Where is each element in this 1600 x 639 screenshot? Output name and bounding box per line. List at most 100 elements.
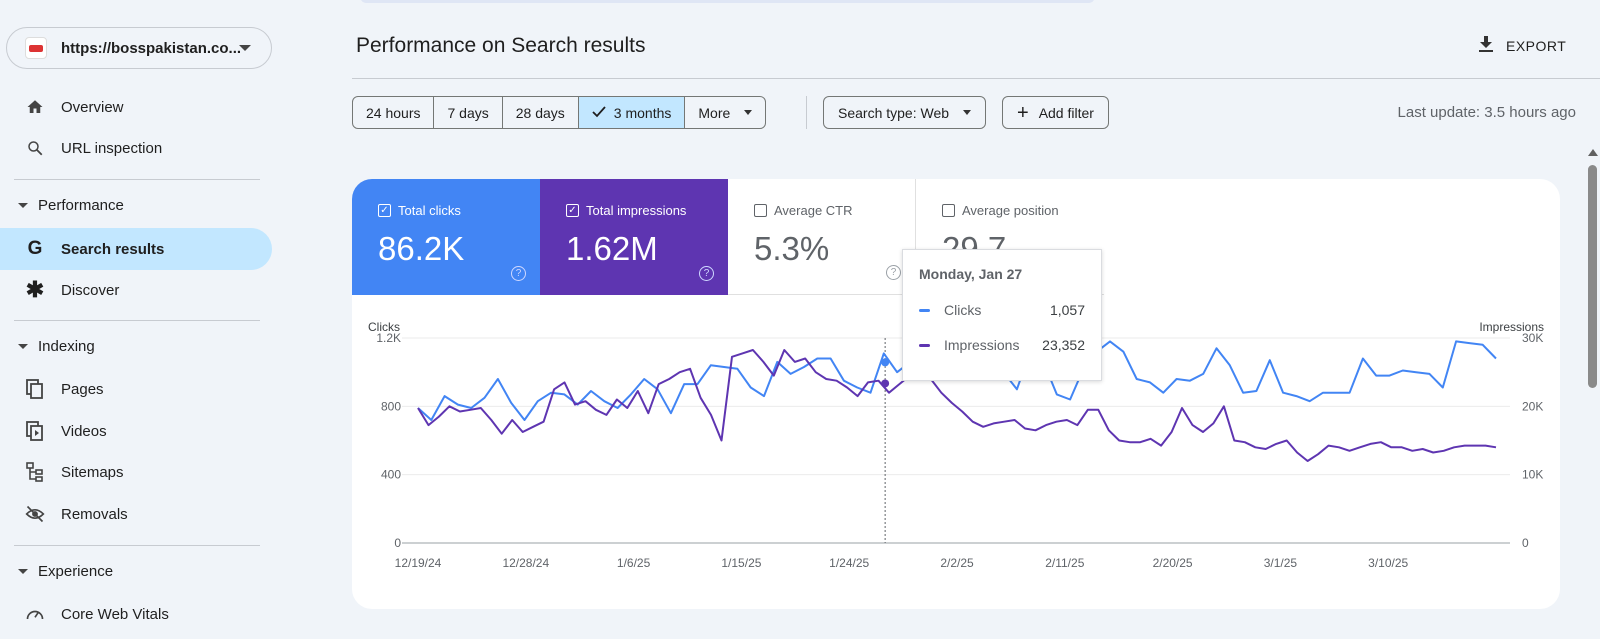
sidebar-item-pages[interactable]: Pages xyxy=(0,368,272,410)
performance-card: ✓ Total clicks 86.2K ? ✓ Total impressions… xyxy=(352,179,1560,609)
metric-label: Total clicks xyxy=(398,203,461,218)
header-divider xyxy=(352,78,1600,79)
y-tick-left: 0 xyxy=(394,536,401,550)
metric-average-ctr[interactable]: Average CTR 5.3% ? xyxy=(728,179,916,295)
site-favicon-icon xyxy=(25,37,47,59)
sidebar-item-label: URL inspection xyxy=(61,139,163,157)
sitemap-icon xyxy=(24,461,46,483)
tooltip-row-clicks: Clicks 1,057 xyxy=(919,302,1085,318)
section-title: Performance xyxy=(38,197,124,214)
sidebar-item-overview[interactable]: Overview xyxy=(0,86,272,128)
pages-icon xyxy=(24,378,46,400)
section-title: Experience xyxy=(38,563,114,580)
scrollbar-thumb[interactable] xyxy=(1588,165,1597,388)
hover-dot-clicks xyxy=(881,358,890,367)
x-tick-label: 3/10/25 xyxy=(1368,556,1408,570)
range-more-dropdown[interactable]: More xyxy=(685,97,765,128)
y-axis-left-label: Clicks xyxy=(368,320,400,334)
sidebar-divider xyxy=(14,320,260,321)
home-icon xyxy=(24,96,46,118)
range-label: 3 months xyxy=(613,104,672,121)
chart-tooltip: Monday, Jan 27 Clicks 1,057 Impressions … xyxy=(902,249,1102,381)
x-tick-label: 1/6/25 xyxy=(617,556,651,570)
chevron-down-icon xyxy=(744,110,753,115)
sidebar-item-label: Sitemaps xyxy=(61,463,124,481)
google-g-icon: G xyxy=(27,238,43,259)
sidebar-divider xyxy=(14,545,260,546)
metric-total-impressions[interactable]: ✓ Total impressions 1.62M ? xyxy=(540,179,728,295)
tooltip-row-impressions: Impressions 23,352 xyxy=(919,337,1085,353)
y-tick-left: 800 xyxy=(381,399,401,413)
section-experience[interactable]: Experience xyxy=(18,563,113,580)
page-title: Performance on Search results xyxy=(356,34,646,57)
chevron-down-icon xyxy=(963,110,972,115)
metric-label: Average CTR xyxy=(774,203,853,218)
clicks-swatch xyxy=(919,308,930,312)
more-label: More xyxy=(698,104,731,121)
x-tick-label: 3/1/25 xyxy=(1264,556,1298,570)
export-label: EXPORT xyxy=(1506,37,1567,54)
search-icon xyxy=(24,137,46,159)
sidebar-item-label: Search results xyxy=(61,240,165,258)
sidebar-item-core-web-vitals[interactable]: Core Web Vitals xyxy=(0,593,272,635)
y-tick-right: 30K xyxy=(1522,331,1543,345)
sidebar-item-sitemaps[interactable]: Sitemaps xyxy=(0,451,272,493)
property-selector[interactable]: https://bosspakistan.co... xyxy=(6,27,272,69)
export-button[interactable]: EXPORT xyxy=(1478,35,1566,56)
tooltip-value: 1,057 xyxy=(1049,302,1085,318)
y-tick-right: 20K xyxy=(1522,399,1543,413)
search-type-filter[interactable]: Search type: Web xyxy=(823,96,987,129)
section-title: Indexing xyxy=(38,338,95,355)
checkbox-unchecked-icon xyxy=(754,204,767,217)
x-tick-label: 12/28/24 xyxy=(502,556,549,570)
check-icon xyxy=(592,105,606,121)
sidebar-item-removals[interactable]: Removals xyxy=(0,493,272,535)
tooltip-value: 23,352 xyxy=(1042,337,1085,353)
metric-label: Total impressions xyxy=(586,203,687,218)
x-tick-label: 2/11/25 xyxy=(1045,556,1084,570)
y-tick-left: 1.2K xyxy=(376,331,401,345)
add-filter-button[interactable]: + Add filter xyxy=(1002,96,1109,129)
help-icon[interactable]: ? xyxy=(886,265,901,280)
metric-total-clicks[interactable]: ✓ Total clicks 86.2K ? xyxy=(352,179,540,295)
download-icon xyxy=(1478,35,1494,56)
y-axis-right-label: Impressions xyxy=(1479,320,1544,334)
section-indexing[interactable]: Indexing xyxy=(18,338,95,355)
metric-value: 5.3% xyxy=(754,230,830,267)
tooltip-date: Monday, Jan 27 xyxy=(919,266,1023,282)
checkbox-checked-icon: ✓ xyxy=(566,204,579,217)
help-icon[interactable]: ? xyxy=(511,266,526,281)
search-type-label: Search type: Web xyxy=(838,104,950,121)
series-line-impressions xyxy=(417,349,1497,462)
sidebar-item-videos[interactable]: Videos xyxy=(0,410,272,452)
checkbox-unchecked-icon xyxy=(942,204,955,217)
last-update-text: Last update: 3.5 hours ago xyxy=(1397,104,1576,121)
performance-chart[interactable]: Clicks Impressions 1.2K 30K 800 20K 400 10K 0 0… xyxy=(352,295,1560,609)
section-performance[interactable]: Performance xyxy=(18,197,124,214)
y-tick-left: 400 xyxy=(381,468,401,482)
sidebar-item-label: Core Web Vitals xyxy=(61,605,169,623)
y-tick-right: 0 xyxy=(1522,536,1529,550)
top-banner-edge xyxy=(360,0,1095,3)
sidebar-item-discover[interactable]: ✱ Discover xyxy=(0,269,272,311)
sidebar-item-label: Videos xyxy=(61,422,107,440)
tooltip-label: Clicks xyxy=(944,302,982,318)
tooltip-label: Impressions xyxy=(944,337,1020,353)
range-7-days[interactable]: 7 days xyxy=(434,97,503,128)
property-url: https://bosspakistan.co... xyxy=(61,39,242,57)
x-tick-label: 12/19/24 xyxy=(395,556,442,570)
help-icon[interactable]: ? xyxy=(699,266,714,281)
add-filter-label: Add filter xyxy=(1038,104,1094,121)
sidebar-item-search-results[interactable]: G Search results xyxy=(0,228,272,270)
range-28-days[interactable]: 28 days xyxy=(503,97,579,128)
x-tick-label: 1/15/25 xyxy=(721,556,761,570)
section-collapse-icon xyxy=(18,569,28,574)
hover-dot-impressions xyxy=(881,379,890,388)
range-24-hours[interactable]: 24 hours xyxy=(353,97,435,128)
sidebar-item-label: Discover xyxy=(61,281,120,299)
range-3-months[interactable]: 3 months xyxy=(578,97,686,128)
metric-value: 86.2K xyxy=(378,230,465,267)
sidebar-divider xyxy=(14,179,260,180)
sidebar-item-url-inspection[interactable]: URL inspection xyxy=(0,127,272,169)
scroll-up-arrow[interactable] xyxy=(1588,149,1598,156)
